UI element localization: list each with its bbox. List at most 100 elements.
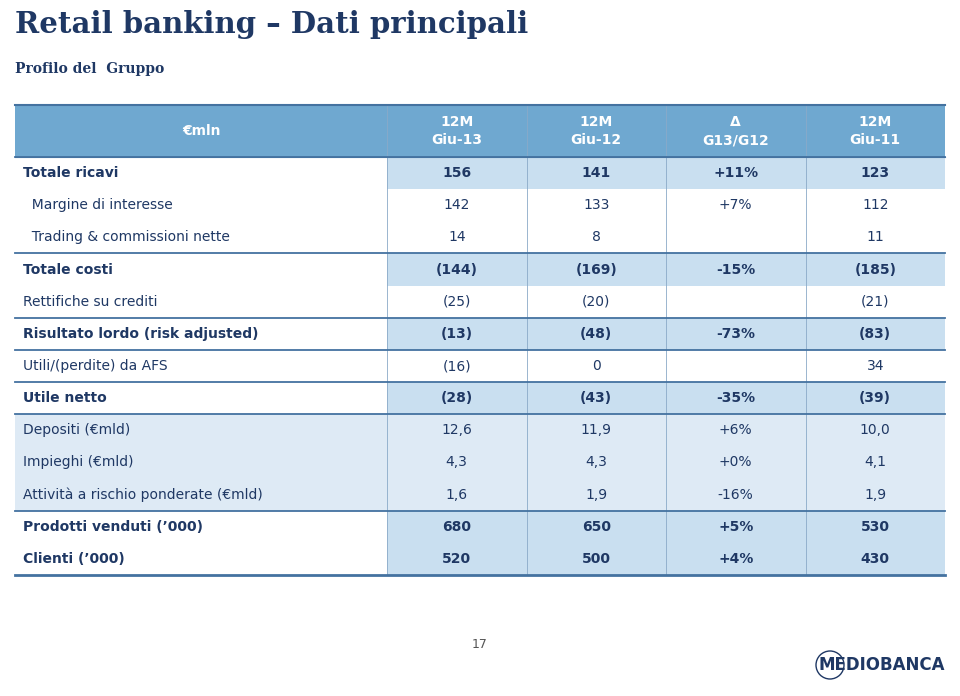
- Text: (16): (16): [443, 359, 471, 373]
- Bar: [387, 543, 526, 575]
- Text: Totale costi: Totale costi: [23, 262, 113, 276]
- Bar: [15, 446, 387, 479]
- Text: 430: 430: [861, 552, 890, 566]
- Bar: [805, 350, 945, 382]
- Text: 142: 142: [444, 198, 470, 212]
- Text: (21): (21): [861, 294, 890, 309]
- Bar: [15, 221, 387, 253]
- Bar: [805, 253, 945, 285]
- Text: +0%: +0%: [719, 455, 753, 470]
- Bar: [526, 543, 666, 575]
- Text: (144): (144): [436, 262, 478, 276]
- Text: 12M
Giu-13: 12M Giu-13: [431, 115, 482, 147]
- Text: 4,3: 4,3: [586, 455, 607, 470]
- Bar: [15, 414, 387, 446]
- Text: (20): (20): [582, 294, 611, 309]
- Bar: [387, 285, 526, 318]
- Text: 680: 680: [443, 520, 471, 534]
- Text: -35%: -35%: [716, 391, 756, 405]
- Text: 530: 530: [861, 520, 890, 534]
- Text: Rettifiche su crediti: Rettifiche su crediti: [23, 294, 157, 309]
- Text: 123: 123: [861, 166, 890, 180]
- Bar: [666, 350, 805, 382]
- Bar: [666, 479, 805, 511]
- Bar: [526, 350, 666, 382]
- Bar: [15, 105, 945, 157]
- Text: (43): (43): [580, 391, 612, 405]
- Text: 12,6: 12,6: [442, 423, 472, 437]
- Bar: [526, 189, 666, 221]
- Text: 1,9: 1,9: [586, 488, 608, 502]
- Text: Attività a rischio ponderate (€mld): Attività a rischio ponderate (€mld): [23, 487, 263, 502]
- Bar: [15, 543, 387, 575]
- Text: Totale ricavi: Totale ricavi: [23, 166, 118, 180]
- Bar: [666, 446, 805, 479]
- Text: Clienti (’000): Clienti (’000): [23, 552, 125, 566]
- Bar: [526, 414, 666, 446]
- Bar: [526, 511, 666, 543]
- Bar: [387, 414, 526, 446]
- Bar: [526, 318, 666, 350]
- Text: +11%: +11%: [713, 166, 758, 180]
- Text: +4%: +4%: [718, 552, 754, 566]
- Bar: [805, 543, 945, 575]
- Text: -16%: -16%: [718, 488, 754, 502]
- Text: 12M
Giu-11: 12M Giu-11: [850, 115, 900, 147]
- Bar: [15, 318, 387, 350]
- Bar: [387, 253, 526, 285]
- Bar: [666, 157, 805, 189]
- Text: (185): (185): [854, 262, 897, 276]
- Text: MEDIOBANCA: MEDIOBANCA: [819, 656, 945, 674]
- Bar: [15, 189, 387, 221]
- Text: (48): (48): [580, 327, 612, 341]
- Bar: [526, 157, 666, 189]
- Bar: [387, 350, 526, 382]
- Bar: [666, 511, 805, 543]
- Text: 500: 500: [582, 552, 611, 566]
- Text: Risultato lordo (risk adjusted): Risultato lordo (risk adjusted): [23, 327, 258, 341]
- Bar: [387, 479, 526, 511]
- Text: 4,1: 4,1: [864, 455, 886, 470]
- Text: Trading & commissioni nette: Trading & commissioni nette: [23, 230, 229, 244]
- Bar: [805, 479, 945, 511]
- Text: 1,9: 1,9: [864, 488, 886, 502]
- Text: €mln: €mln: [181, 124, 220, 138]
- Text: Margine di interesse: Margine di interesse: [23, 198, 173, 212]
- Text: 11: 11: [866, 230, 884, 244]
- Text: Utili/(perdite) da AFS: Utili/(perdite) da AFS: [23, 359, 168, 373]
- Text: (13): (13): [441, 327, 473, 341]
- Text: (25): (25): [443, 294, 471, 309]
- Bar: [666, 221, 805, 253]
- Bar: [666, 382, 805, 414]
- Text: 112: 112: [862, 198, 889, 212]
- Text: 520: 520: [443, 552, 471, 566]
- Bar: [805, 221, 945, 253]
- Text: 141: 141: [582, 166, 611, 180]
- Bar: [387, 382, 526, 414]
- Bar: [666, 253, 805, 285]
- Text: 14: 14: [448, 230, 466, 244]
- Text: (39): (39): [859, 391, 891, 405]
- Bar: [805, 446, 945, 479]
- Bar: [15, 285, 387, 318]
- Text: Prodotti venduti (’000): Prodotti venduti (’000): [23, 520, 203, 534]
- Bar: [526, 446, 666, 479]
- Text: Depositi (€mld): Depositi (€mld): [23, 423, 131, 437]
- Text: (83): (83): [859, 327, 891, 341]
- Bar: [805, 511, 945, 543]
- Text: 17: 17: [472, 638, 488, 651]
- Bar: [526, 285, 666, 318]
- Bar: [666, 189, 805, 221]
- Text: 8: 8: [591, 230, 601, 244]
- Bar: [15, 157, 387, 189]
- Text: +7%: +7%: [719, 198, 753, 212]
- Text: 12M
Giu-12: 12M Giu-12: [570, 115, 622, 147]
- Bar: [15, 350, 387, 382]
- Text: +6%: +6%: [719, 423, 753, 437]
- Bar: [526, 253, 666, 285]
- Text: Retail banking – Dati principali: Retail banking – Dati principali: [15, 10, 528, 39]
- Bar: [15, 382, 387, 414]
- Bar: [387, 157, 526, 189]
- Text: 10,0: 10,0: [860, 423, 891, 437]
- Text: 34: 34: [867, 359, 884, 373]
